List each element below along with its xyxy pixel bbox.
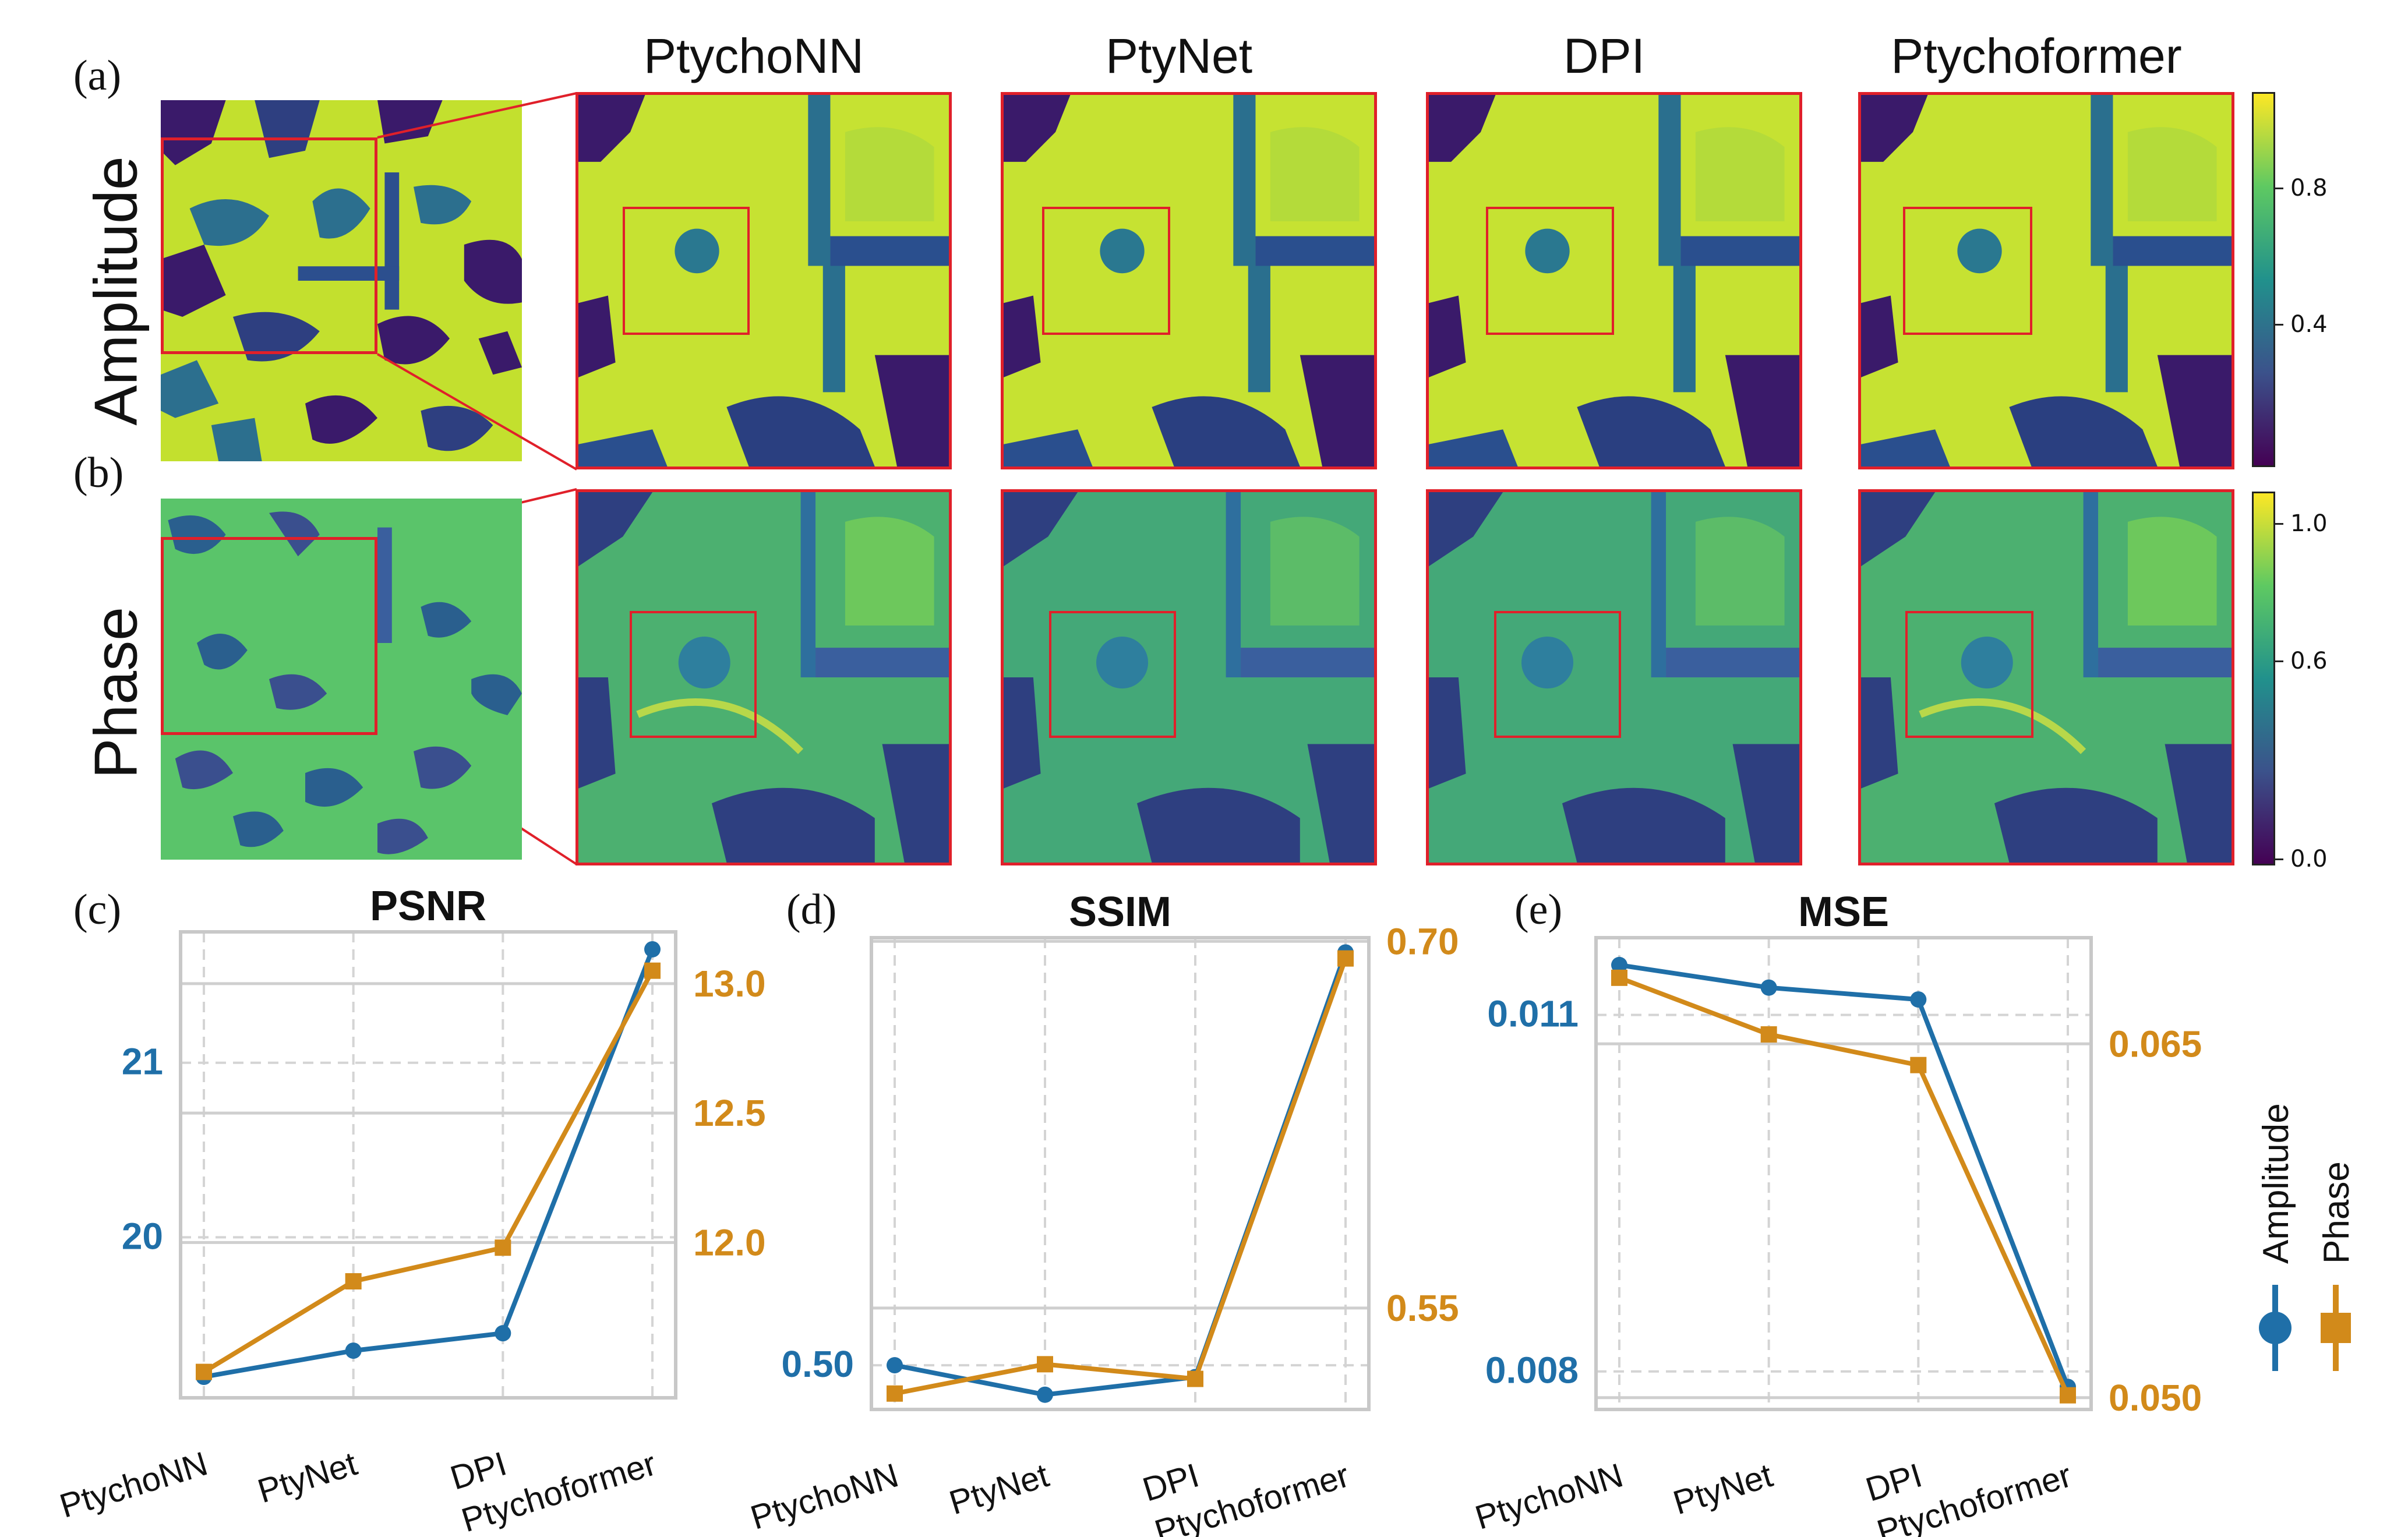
mse-series-amplitude-line — [1619, 962, 2070, 1388]
ssim-point-phase — [1187, 1370, 1203, 1387]
psnr-plot-frame — [179, 930, 677, 1400]
panel-label-e: (e) — [1514, 886, 1563, 934]
legend-amplitude-marker — [2259, 1312, 2292, 1344]
column-title-dpi: DPI — [1563, 29, 1646, 83]
ssim-point-phase — [887, 1385, 903, 1402]
legend-phase-marker — [2321, 1313, 2351, 1343]
ssim-right-tick: 0.55 — [1386, 1287, 1459, 1329]
mse-x-tick-label: PtyNet — [1669, 1456, 1777, 1522]
mse-point-phase — [2060, 1387, 2076, 1404]
amplitude-colorbar-tick: 0.8 — [2290, 175, 2328, 202]
mse-series-phase-line — [1618, 976, 2070, 1397]
psnr-chart-title: PSNR — [370, 883, 486, 930]
ssim-series-phase-line — [894, 957, 1348, 1396]
amplitude-full-image — [161, 100, 522, 461]
amplitude-colorbar-tickmark — [2275, 324, 2283, 326]
phase-zoom-region — [161, 537, 377, 735]
psnr-point-amplitude — [644, 941, 661, 957]
amplitude-dpi-image — [1426, 92, 1802, 469]
column-title-ptynet: PtyNet — [1105, 29, 1253, 83]
panel-label-d: (d) — [786, 886, 837, 934]
phase-ptychoformer-inset — [1905, 611, 2033, 738]
ssim-point-phase — [1037, 1356, 1053, 1373]
amplitude-ptychoformer-image — [1858, 92, 2234, 469]
psnr-point-phase — [345, 1273, 362, 1289]
legend-label-amplitude: Amplitude — [2256, 1103, 2296, 1264]
phase-ptychonn-image — [575, 489, 952, 865]
legend-markers — [2259, 1285, 2351, 1371]
phase-dpi-image — [1426, 489, 1802, 865]
mse-right-tick: 0.065 — [2109, 1023, 2202, 1065]
psnr-right-tick: 13.0 — [693, 963, 766, 1005]
mse-left-tick: 0.008 — [1485, 1349, 1579, 1391]
psnr-left-tick: 20 — [122, 1215, 163, 1257]
psnr-point-phase — [196, 1363, 212, 1380]
mse-point-phase — [1910, 1057, 1927, 1073]
ssim-point-amplitude — [1037, 1386, 1053, 1403]
mse-left-tick: 0.011 — [1487, 993, 1579, 1035]
amplitude-dpi-inset — [1486, 207, 1614, 335]
psnr-point-amplitude — [495, 1325, 511, 1342]
ssim-series-amplitude-line — [894, 951, 1348, 1397]
psnr-point-phase — [644, 962, 661, 979]
phase-ptynet-inset — [1049, 611, 1176, 738]
phase-colorbar-tickmark — [2275, 660, 2283, 662]
psnr-x-tick-label: PtychoNN — [55, 1444, 212, 1525]
ssim-point-amplitude — [887, 1357, 903, 1374]
amplitude-ptynet-image — [1001, 92, 1377, 469]
mse-plot-frame — [1594, 936, 2093, 1411]
phase-full-image — [161, 499, 522, 860]
amplitude-ptynet-inset — [1042, 207, 1170, 335]
phase-colorbar-tick: 0.0 — [2290, 846, 2328, 872]
mse-point-phase — [1760, 1026, 1777, 1043]
psnr-x-tick-label: PtyNet — [253, 1444, 361, 1510]
phase-ptychonn-inset — [630, 611, 757, 738]
phase-ptynet-image — [1001, 489, 1377, 865]
ssim-right-tick: 0.70 — [1386, 920, 1459, 962]
phase-colorbar — [2252, 492, 2275, 865]
phase-colorbar-tick: 0.6 — [2290, 648, 2328, 674]
ssim-x-tick-label: DPI — [1138, 1456, 1203, 1508]
ssim-x-tick-label: PtychoNN — [746, 1456, 903, 1536]
amplitude-colorbar-tick: 0.4 — [2290, 311, 2328, 338]
ssim-x-tick-label: PtyNet — [945, 1456, 1053, 1522]
panel-label-a: (a) — [73, 52, 122, 100]
amplitude-zoom-region — [161, 137, 377, 354]
psnr-left-tick: 21 — [122, 1041, 163, 1083]
mse-right-tick: 0.050 — [2109, 1377, 2202, 1419]
phase-ptychoformer-image — [1858, 489, 2234, 865]
psnr-point-amplitude — [345, 1342, 362, 1359]
psnr-point-phase — [495, 1239, 511, 1256]
mse-x-tick-label: PtychoNN — [1471, 1456, 1627, 1536]
mse-point-amplitude — [1611, 956, 1627, 973]
psnr-right-tick: 12.5 — [693, 1092, 766, 1134]
mse-point-amplitude — [1760, 979, 1777, 996]
amplitude-colorbar-tickmark — [2275, 188, 2283, 189]
mse-point-phase — [1611, 969, 1627, 986]
column-title-ptychoformer: Ptychoformer — [1891, 29, 2182, 83]
ssim-point-phase — [1337, 950, 1354, 967]
panel-label-c: (c) — [73, 886, 122, 934]
ssim-left-tick: 0.50 — [781, 1343, 854, 1385]
amplitude-ptychonn-inset — [623, 207, 750, 335]
ssim-chart-title: SSIM — [1069, 889, 1171, 935]
legend-label-phase: Phase — [2317, 1161, 2357, 1264]
column-title-ptychonn: PtychoNN — [643, 29, 864, 83]
phase-colorbar-tickmark — [2275, 523, 2283, 525]
amplitude-ptychonn-image — [575, 92, 952, 469]
mse-chart-title: MSE — [1798, 889, 1889, 935]
mse-point-amplitude — [1910, 991, 1927, 1008]
amplitude-ptychoformer-inset — [1903, 207, 2032, 335]
psnr-series-phase-line — [202, 969, 655, 1374]
psnr-series-amplitude-line — [203, 948, 655, 1379]
phase-colorbar-tick: 1.0 — [2290, 510, 2328, 537]
panel-label-b: (b) — [73, 449, 124, 497]
phase-dpi-inset — [1494, 611, 1621, 738]
ssim-plot-frame — [870, 936, 1371, 1411]
phase-colorbar-tickmark — [2275, 858, 2283, 860]
psnr-right-tick: 12.0 — [693, 1221, 766, 1263]
amplitude-colorbar — [2252, 92, 2275, 467]
